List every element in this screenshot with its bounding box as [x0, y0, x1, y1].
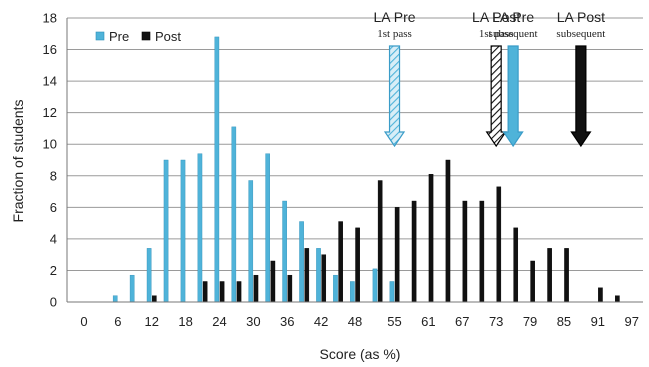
annotation-subtitle: subsequent [556, 28, 605, 40]
legend-label-pre: Pre [109, 29, 129, 44]
post-bar [304, 248, 310, 303]
bars [112, 36, 620, 303]
annotation-title: LA Post [472, 9, 520, 25]
pre-bar [129, 274, 135, 303]
pre-bar [163, 159, 169, 303]
post-bar [152, 295, 157, 303]
post-bar [270, 260, 276, 303]
post-bar [202, 281, 208, 303]
x-tick-label: 55 [387, 314, 401, 329]
annotation-arrow [383, 45, 406, 148]
x-tick-label: 85 [557, 314, 571, 329]
pre-bar [214, 36, 220, 303]
pre-bar [389, 281, 395, 303]
y-tick-label: 10 [43, 137, 57, 152]
x-tick-label: 97 [624, 314, 638, 329]
y-tick-label: 12 [43, 105, 57, 120]
pre-bar [372, 268, 378, 303]
annotation-arrow [485, 45, 507, 148]
post-bar [338, 221, 343, 303]
x-tick-label: 91 [591, 314, 605, 329]
x-tick-label: 48 [348, 314, 362, 329]
legend-swatch-pre [95, 31, 105, 41]
x-tick-label: 42 [314, 314, 328, 329]
grid [67, 17, 643, 271]
post-bar [496, 186, 502, 303]
annotation-title: LA Pre [374, 9, 416, 25]
post-bar [287, 274, 293, 303]
post-bar [411, 200, 417, 303]
post-bar [321, 254, 327, 303]
annotation-subtitle: 1st pass [377, 28, 412, 40]
annotation-arrow [502, 45, 524, 148]
annotation-subtitle: subsequent [489, 28, 538, 40]
pre-bar [333, 274, 338, 303]
pre-bar [146, 248, 152, 303]
post-bar [355, 227, 360, 303]
post-bar [615, 295, 620, 303]
pre-bar [265, 153, 270, 303]
annotation-subtitle: 1st pass [479, 28, 514, 40]
pre-bar [197, 153, 203, 303]
x-tick-label: 30 [246, 314, 260, 329]
pre-bar [316, 248, 321, 303]
x-tick-label: 61 [421, 314, 435, 329]
legend-label-post: Post [155, 29, 181, 44]
annotations: LA Pre 1st pass LA Post 1st pass LA Pre subse… [374, 9, 605, 148]
y-tick-label: 8 [50, 168, 57, 183]
pre-bar [231, 126, 237, 303]
y-tick-label: 6 [50, 200, 57, 215]
legend-swatch-post [141, 31, 151, 41]
post-bar [428, 173, 434, 303]
post-bar [253, 274, 259, 303]
post-bar [445, 159, 451, 303]
y-tick-label: 18 [43, 11, 57, 26]
y-tick-label: 14 [43, 74, 57, 89]
post-bar [236, 281, 242, 303]
post-bar [377, 180, 383, 303]
x-tick-label: 67 [455, 314, 469, 329]
x-tick-label: 12 [144, 314, 158, 329]
x-tick-label: 36 [280, 314, 294, 329]
legend: Pre Post [95, 29, 181, 44]
annotation-title: LA Post [557, 9, 605, 25]
post-bar [219, 281, 225, 303]
pre-bar [112, 295, 118, 303]
y-tick-label: 0 [50, 295, 57, 310]
pre-bar [350, 281, 355, 303]
post-bar [513, 227, 519, 303]
x-tick-label: 24 [212, 314, 226, 329]
x-tick-label: 18 [178, 314, 192, 329]
annotation-arrow [570, 45, 592, 148]
y-tick-label: 4 [50, 231, 57, 246]
post-bar [547, 248, 552, 303]
x-axis-title: Score (as %) [320, 346, 401, 362]
x-tick-label: 73 [489, 314, 503, 329]
pre-bar [282, 200, 287, 303]
post-bar [479, 200, 485, 303]
x-tick-label: 6 [114, 314, 121, 329]
pre-bar [299, 221, 304, 303]
y-tick-label: 16 [43, 42, 57, 57]
x-tick-label: 0 [80, 314, 87, 329]
x-tick-label: 79 [523, 314, 537, 329]
post-bar [564, 248, 569, 303]
y-tick-label: 2 [50, 263, 57, 278]
pre-bar [180, 159, 186, 303]
y-axis-title: Fraction of students [10, 100, 26, 223]
post-bar [394, 207, 400, 303]
pre-bar [248, 180, 254, 303]
post-bar [530, 260, 535, 303]
post-bar [462, 200, 468, 303]
post-bar [598, 287, 603, 303]
annotation-title: LA Pre [492, 9, 534, 25]
